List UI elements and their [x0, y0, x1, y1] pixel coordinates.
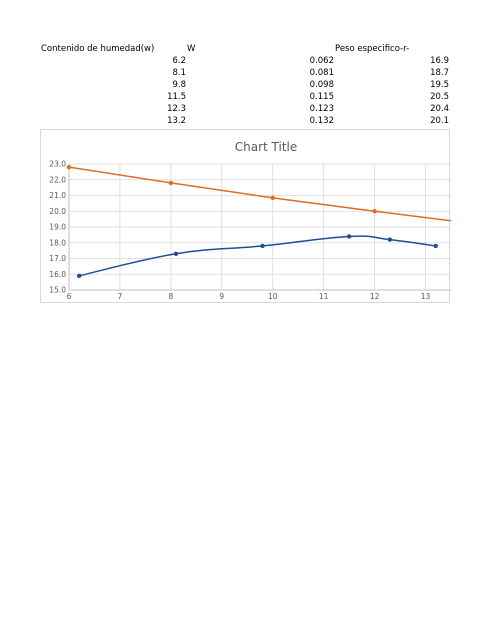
table-cell-humedad: 13.2 — [167, 116, 186, 126]
y-tick-label: 22.0 — [49, 175, 66, 184]
chart-grid — [68, 163, 451, 291]
series-0-point — [173, 251, 179, 256]
chart-axes: 15.0 16.0 17.0 18.0 19.0 20.0 21.0 22.0 23.0 6 7 8 9… — [49, 160, 451, 301]
table-cell-peso: 18.7 — [430, 68, 449, 78]
table-cell-w: 0.081 — [309, 68, 334, 78]
chart-series — [66, 164, 451, 279]
x-tick-label: 12 — [370, 292, 380, 301]
y-tick-label: 19.0 — [49, 223, 66, 232]
table-cell-peso: 20.1 — [430, 116, 449, 126]
y-tick-label: 16.0 — [49, 270, 66, 279]
chart-title: Chart Title — [235, 140, 298, 154]
series-1-point — [168, 180, 174, 186]
y-tick-label: 21.0 — [49, 191, 66, 200]
table-cell-peso: 20.5 — [430, 92, 449, 102]
table-cell-humedad: 8.1 — [172, 68, 186, 78]
header-peso-especifico: Peso especifico-r- — [335, 44, 410, 54]
table-cell-humedad: 6.2 — [172, 56, 186, 66]
header-contenido-humedad: Contenido de humedad(w) — [41, 44, 155, 54]
y-tick-label: 20.0 — [49, 207, 66, 216]
table-cell-w: 0.098 — [309, 80, 334, 90]
y-tick-label: 17.0 — [49, 254, 66, 263]
y-tick-label: 15.0 — [49, 286, 66, 295]
x-tick-label: 10 — [268, 292, 278, 301]
series-0-point — [346, 234, 352, 239]
series-0-point — [76, 273, 82, 279]
table-cell-w: 0.062 — [309, 56, 334, 66]
y-tick-label: 18.0 — [49, 238, 66, 247]
series-0-point — [260, 243, 265, 249]
x-tick-label: 9 — [219, 292, 224, 301]
series-1-point — [372, 209, 377, 214]
y-tick-label: 23.0 — [49, 160, 66, 169]
chart-canvas: Chart Title 15.0 16.0 17.0 18.0 19.0 20.0 21.0… — [49, 140, 451, 301]
table-cell-w: 0.132 — [309, 116, 334, 126]
table-cell-w: 0.115 — [309, 92, 334, 102]
series-0-point — [433, 243, 438, 249]
table-cell-humedad: 9.8 — [172, 80, 186, 90]
x-tick-label: 6 — [67, 292, 72, 301]
series-line-1 — [68, 166, 451, 222]
x-tick-label: 13 — [421, 292, 431, 301]
line-chart: Chart Title 15.0 16.0 17.0 18.0 19.0 20.0 21.0… — [40, 129, 451, 303]
table-cell-humedad: 11.5 — [167, 92, 186, 102]
series-line-0 — [79, 235, 436, 277]
x-tick-label: 8 — [168, 292, 173, 301]
x-tick-label: 7 — [118, 292, 123, 301]
table-cell-peso: 19.5 — [430, 80, 449, 90]
series-1-point — [270, 195, 275, 201]
table-cell-peso: 20.4 — [430, 104, 449, 114]
table-cell-peso: 16.9 — [430, 56, 449, 66]
series-1-point — [66, 164, 72, 170]
table-cell-humedad: 12.3 — [167, 104, 186, 114]
x-tick-label: 11 — [319, 292, 329, 301]
table-cell-w: 0.123 — [309, 104, 334, 114]
series-0-point — [387, 237, 393, 242]
header-w: W — [187, 44, 196, 54]
